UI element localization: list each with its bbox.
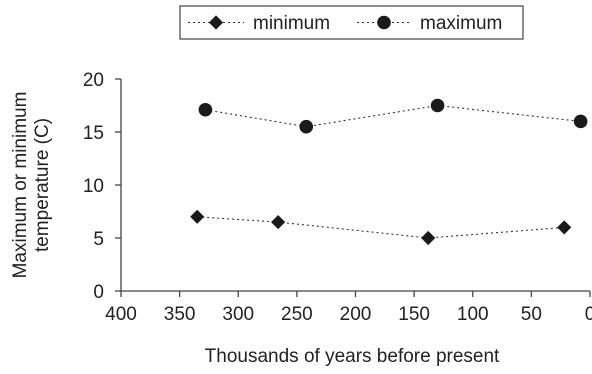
data-point-minimum	[271, 215, 286, 230]
legend-label-maximum: maximum	[420, 13, 502, 34]
series-line-minimum	[197, 216, 565, 239]
x-ticks: 400 350 300 250 200 150 100 50 0	[105, 291, 592, 325]
y-tick-label: 20	[83, 70, 104, 91]
x-tick-label: 50	[521, 304, 542, 325]
data-point-maximum	[198, 102, 213, 117]
x-axis-title: Thousands of years before present	[205, 346, 500, 367]
data-point-maximum	[573, 114, 588, 129]
series-layer	[190, 98, 588, 246]
x-tick-label: 200	[340, 304, 372, 325]
axes	[120, 79, 590, 292]
data-point-minimum	[557, 220, 572, 235]
legend-label-minimum: minimum	[253, 13, 330, 34]
series-line-maximum	[205, 104, 581, 128]
y-axis-title-line-1-text: Maximum or minimum	[10, 92, 31, 279]
data-point-minimum	[190, 209, 205, 224]
x-tick-label: 0	[585, 304, 592, 325]
x-tick-label: 250	[281, 304, 313, 325]
legend-box	[179, 5, 524, 40]
x-tick-label: 300	[222, 304, 254, 325]
data-point-minimum	[421, 230, 436, 246]
y-tick-label: 5	[93, 229, 104, 250]
y-tick-label: 10	[83, 176, 104, 197]
data-point-maximum	[299, 119, 314, 134]
x-tick-label: 350	[164, 304, 196, 325]
data-point-maximum	[430, 98, 445, 113]
y-axis-title-line-2-text: temperature (C)	[32, 118, 53, 252]
x-tick-label: 400	[105, 304, 137, 325]
y-tick-label: 15	[83, 123, 104, 144]
x-tick-label: 150	[398, 304, 430, 325]
x-tick-label: 100	[457, 304, 489, 325]
y-ticks: 0 5 10 15 20	[83, 70, 121, 303]
legend: minimum maximum	[179, 5, 524, 40]
legend-marker-maximum	[377, 15, 391, 30]
y-tick-label: 0	[93, 282, 104, 303]
